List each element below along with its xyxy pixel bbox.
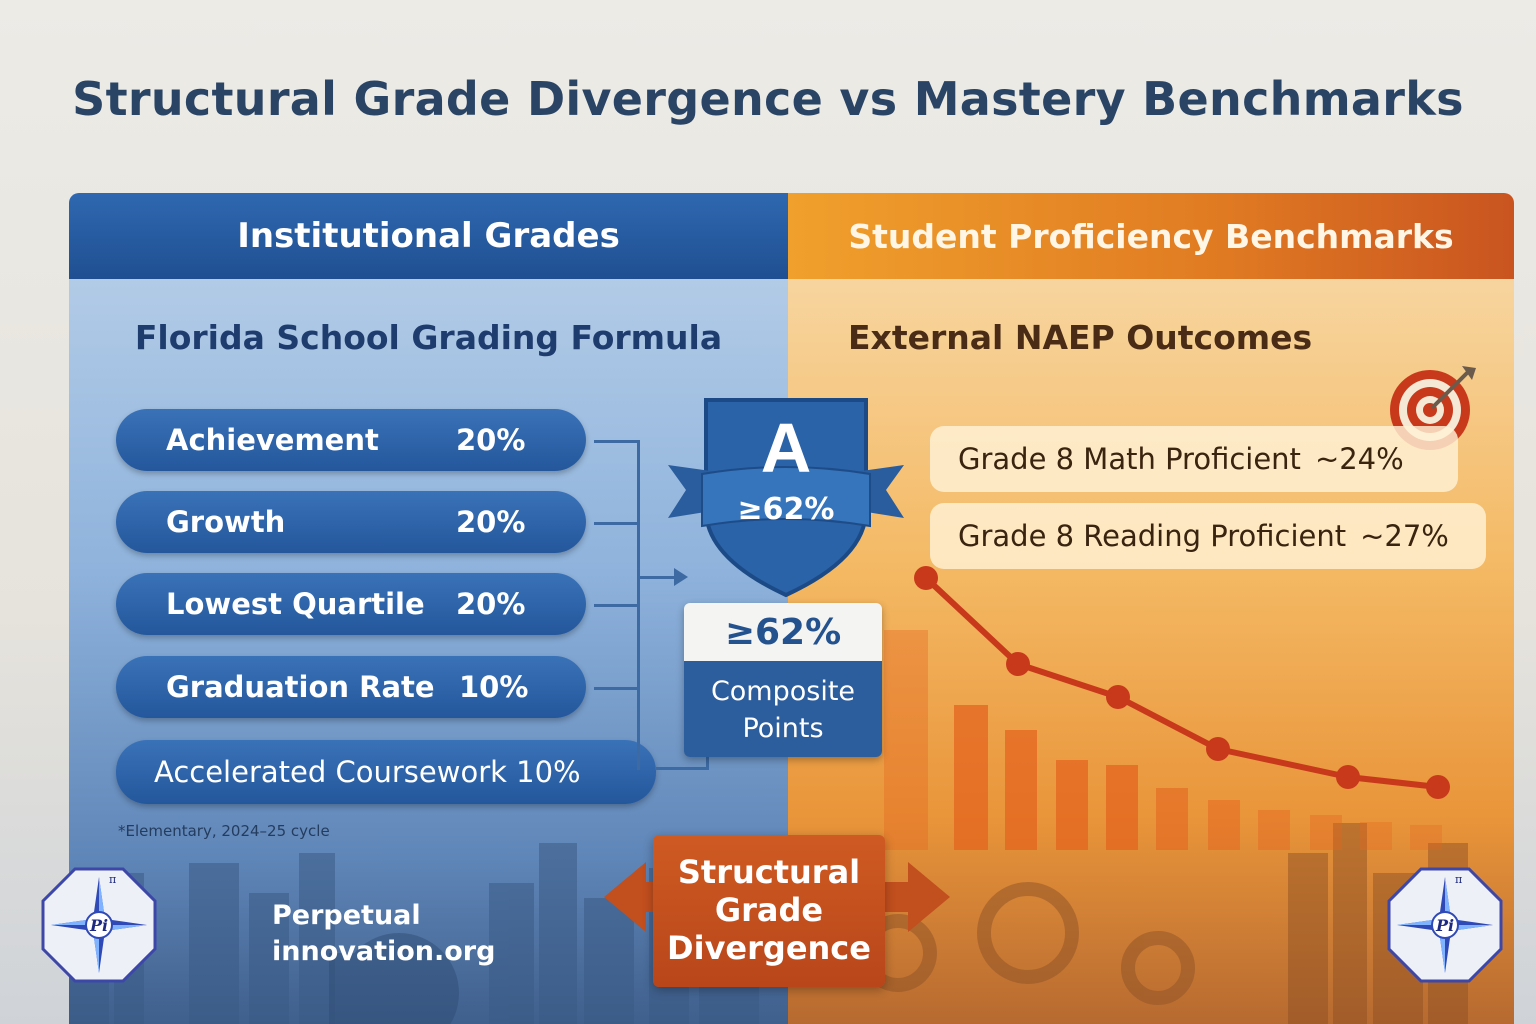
grade-threshold: ≥62% xyxy=(737,492,835,527)
reading-proficiency-value: ~27% xyxy=(1360,519,1449,553)
connector-line xyxy=(594,604,640,607)
shield-icon xyxy=(668,398,904,598)
organization-line1: Perpetual xyxy=(272,900,421,931)
grade-letter: A xyxy=(760,409,812,487)
composite-label-line2: Points xyxy=(742,713,824,744)
reading-proficiency-card: Grade 8 Reading Proficient ~27% xyxy=(930,503,1486,569)
connector-line xyxy=(637,440,640,770)
declining-trend-illustration xyxy=(884,566,1450,850)
naep-outcomes-subtitle: External NAEP Outcomes xyxy=(848,318,1313,357)
gears-decoration xyxy=(859,823,1468,1024)
connector-line xyxy=(594,440,640,443)
connector-line xyxy=(656,767,708,770)
logo-mark: π xyxy=(109,873,116,886)
composite-value: ≥62% xyxy=(684,603,882,661)
proficiency-benchmarks-header: Student Proficiency Benchmarks xyxy=(788,193,1514,279)
composite-points-box: ≥62% Composite Points xyxy=(684,603,882,757)
formula-component-growth: Growth 20% xyxy=(116,491,586,553)
grade-badge: A ≥62% xyxy=(668,390,904,600)
component-weight: 20% xyxy=(456,505,526,539)
formula-component-lowest-quartile: Lowest Quartile 20% xyxy=(116,573,586,635)
component-label: Graduation Rate xyxy=(166,670,435,704)
organization-line2: innovation.org xyxy=(272,936,496,967)
component-label: Lowest Quartile xyxy=(166,587,425,621)
component-label: Accelerated Coursework 10% xyxy=(154,755,581,789)
math-proficiency-label: Grade 8 Math Proficient xyxy=(958,442,1301,476)
component-weight: 20% xyxy=(456,423,526,457)
logo-mark: π xyxy=(1455,873,1462,886)
divergence-line2: Grade xyxy=(714,891,824,929)
formula-component-achievement: Achievement 20% xyxy=(116,409,586,471)
logo-text: Pi xyxy=(1435,916,1454,935)
formula-component-graduation-rate: Graduation Rate 10% xyxy=(116,656,586,718)
organization-name: Perpetual innovation.org xyxy=(272,898,495,970)
reading-proficiency-label: Grade 8 Reading Proficient xyxy=(958,519,1347,553)
connector-line xyxy=(706,755,709,770)
structural-divergence-box: Structural Grade Divergence xyxy=(653,835,885,987)
component-weight: 20% xyxy=(456,587,526,621)
compass-logo-icon: Pi π xyxy=(1387,867,1503,983)
compass-logo-icon: Pi π xyxy=(41,867,157,983)
divergence-line1: Structural xyxy=(677,853,861,891)
connector-line xyxy=(594,687,640,690)
math-proficiency-value: ~24% xyxy=(1314,442,1404,476)
grading-formula-subtitle: Florida School Grading Formula xyxy=(134,318,723,357)
institutional-grades-header: Institutional Grades xyxy=(69,193,788,279)
connector-line xyxy=(594,522,640,525)
composite-label: Composite Points xyxy=(684,661,882,757)
logo-text: Pi xyxy=(89,916,108,935)
arrow-right-icon xyxy=(674,568,688,586)
connector-line xyxy=(640,576,678,579)
component-label: Growth xyxy=(166,505,286,539)
component-label: Achievement xyxy=(166,423,379,457)
math-proficiency-card: Grade 8 Math Proficient ~24% xyxy=(930,426,1458,492)
divergence-line3: Divergence xyxy=(667,929,871,967)
footnote: *Elementary, 2024–25 cycle xyxy=(118,822,330,840)
component-weight: 10% xyxy=(459,670,529,704)
page-title: Structural Grade Divergence vs Mastery B… xyxy=(72,72,1464,126)
formula-component-accelerated-coursework: Accelerated Coursework 10% xyxy=(116,740,656,804)
composite-label-line1: Composite xyxy=(710,676,856,707)
